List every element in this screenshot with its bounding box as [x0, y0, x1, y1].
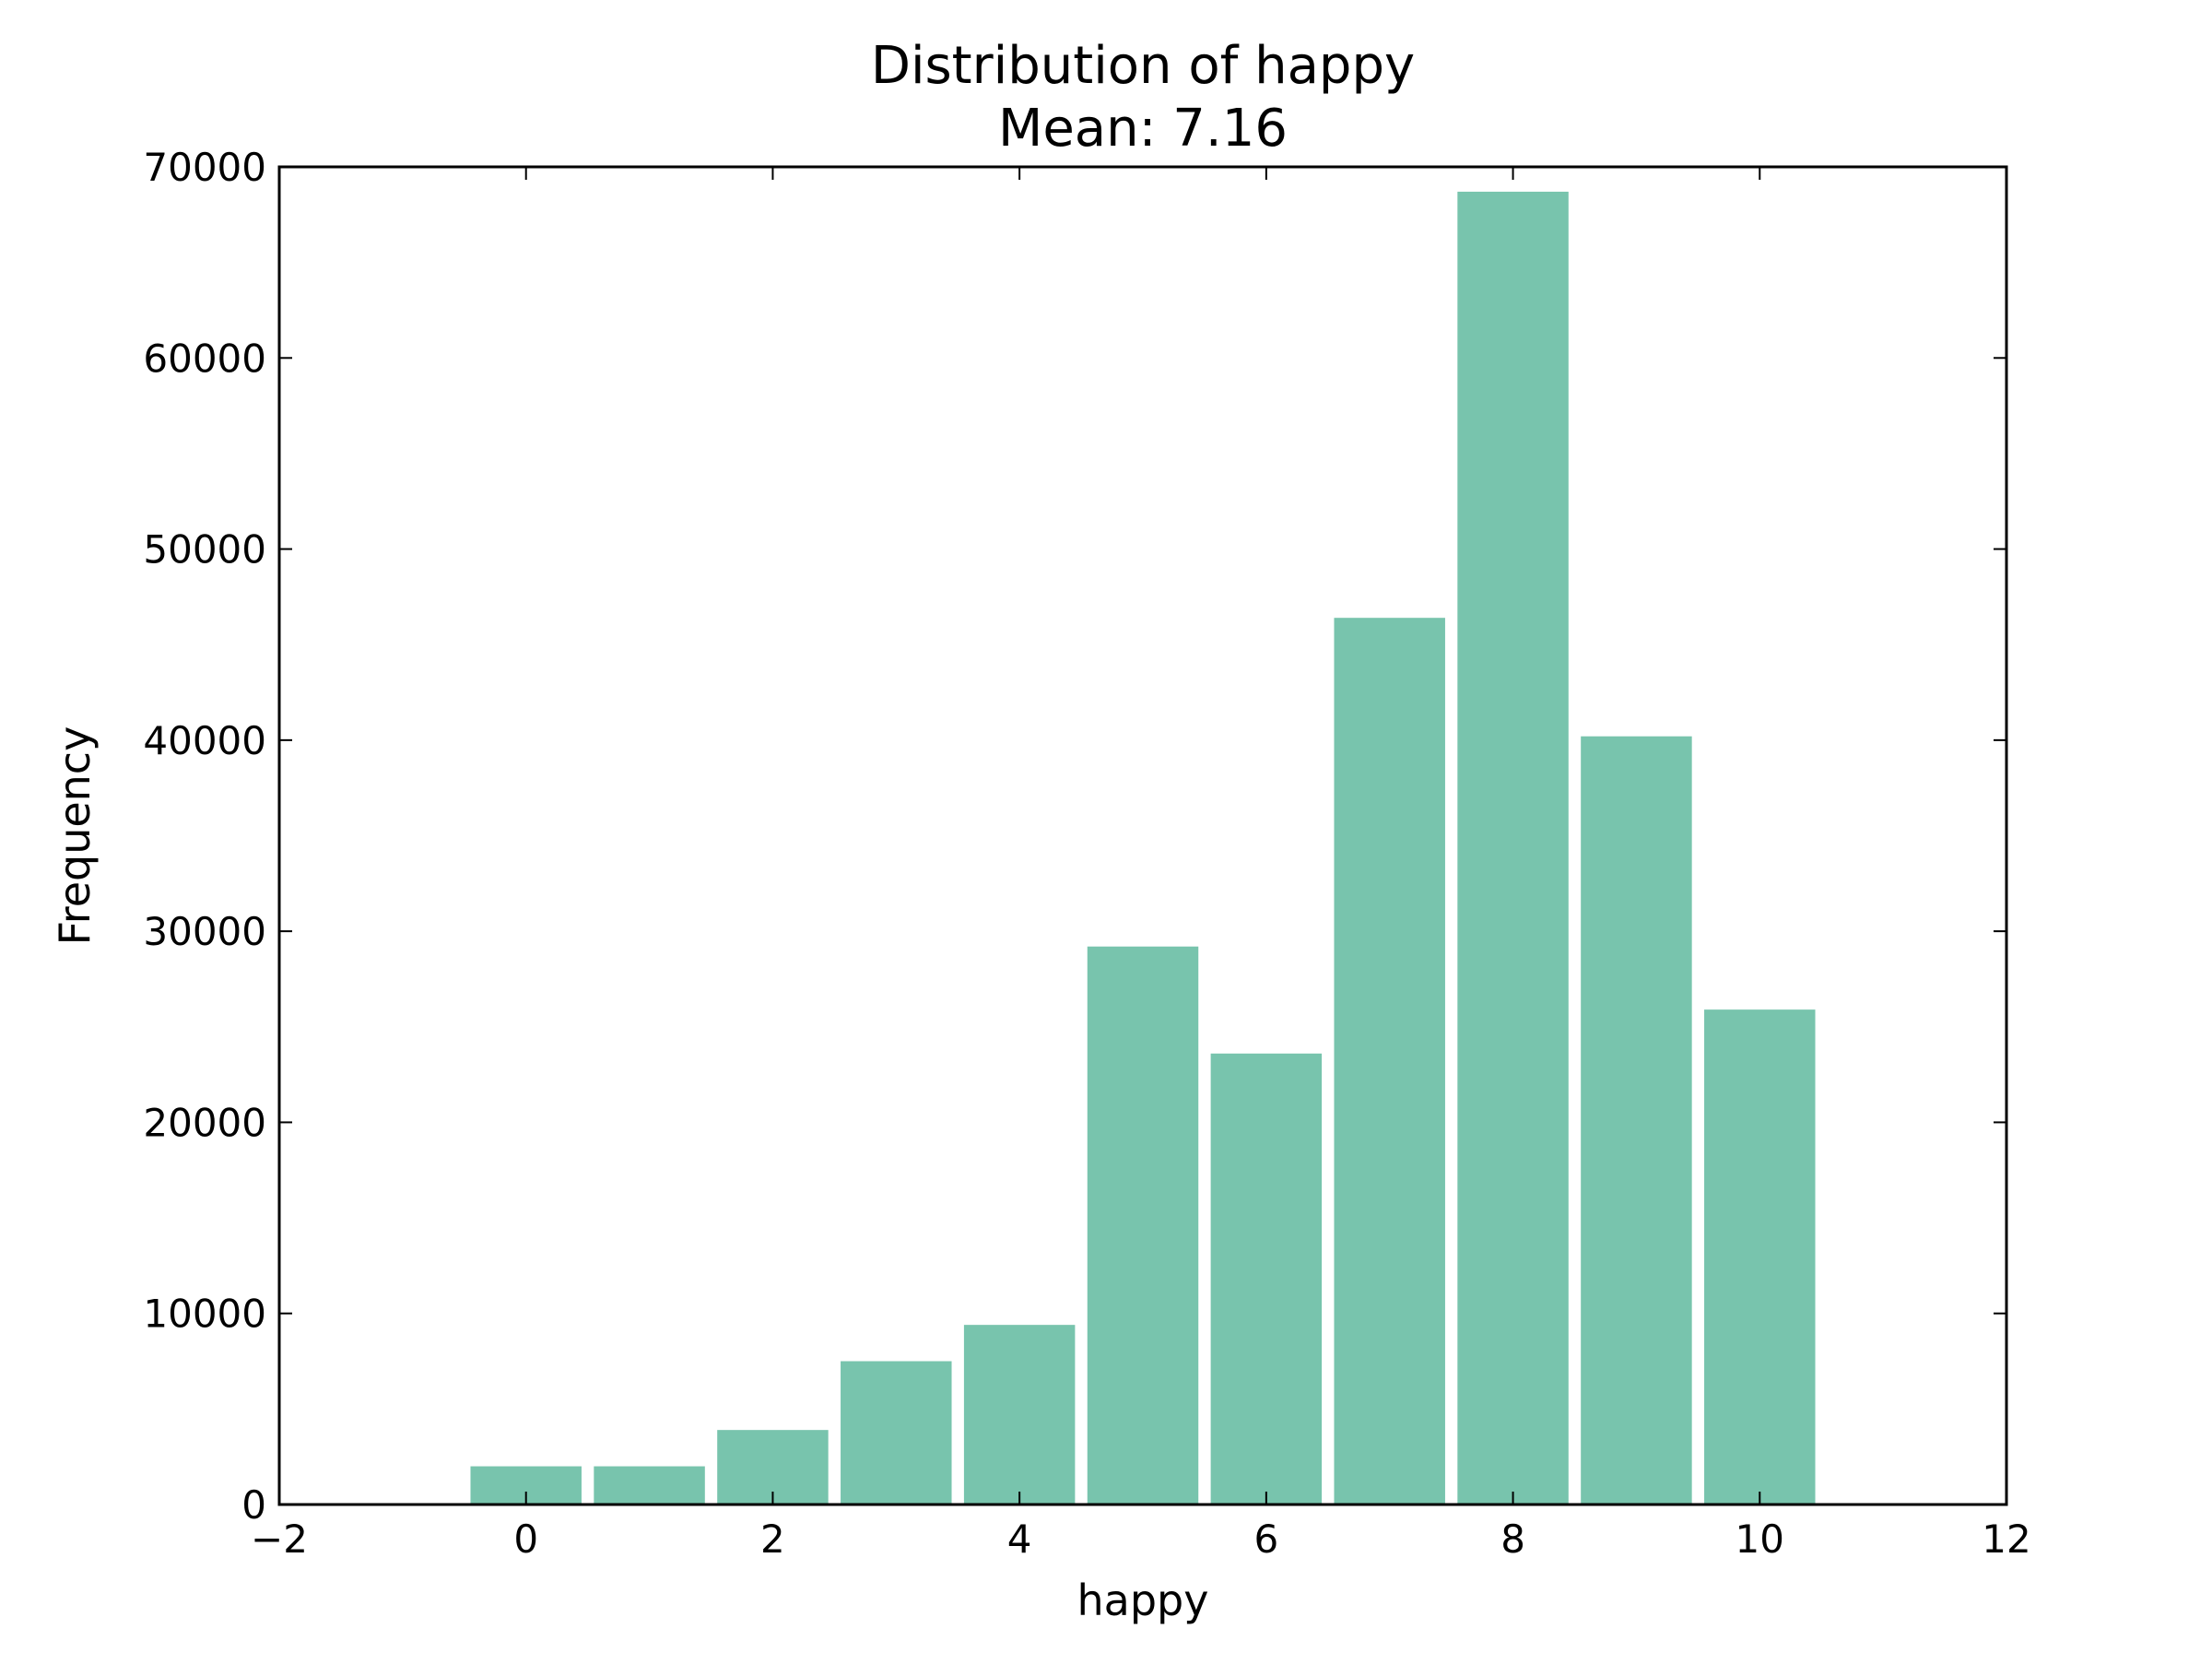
y-tick-label: 60000: [143, 336, 266, 381]
y-tick-label: 20000: [143, 1100, 266, 1145]
x-tick-label: 10: [1735, 1516, 1784, 1562]
y-tick-label: 70000: [143, 145, 266, 190]
x-tick-label: 6: [1253, 1516, 1278, 1562]
bar-3: [841, 1361, 952, 1505]
bar-7: [1334, 618, 1445, 1505]
y-tick-label: 10000: [143, 1292, 266, 1337]
bar-5: [1087, 946, 1199, 1505]
chart-subtitle: Mean: 7.16: [998, 99, 1288, 159]
bar-8: [1457, 191, 1569, 1505]
x-tick-label: 0: [513, 1516, 538, 1562]
x-tick-label: 8: [1500, 1516, 1525, 1562]
plot-frame: [277, 165, 2008, 1506]
bar-10: [1704, 1009, 1816, 1505]
bar-9: [1581, 736, 1692, 1505]
chart-title: Distribution of happy: [871, 36, 1415, 96]
y-axis-label: Frequency: [50, 726, 100, 946]
bar-1: [594, 1466, 705, 1505]
x-tick-label: 12: [1982, 1516, 2030, 1562]
x-axis-label: happy: [1077, 1575, 1209, 1625]
y-tick-label: 0: [241, 1482, 266, 1528]
bars-layer: [470, 191, 1816, 1505]
bar-6: [1210, 1053, 1323, 1505]
x-tick-label: 2: [760, 1516, 785, 1562]
x-tick-label: −2: [251, 1516, 308, 1562]
x-tick-label: 4: [1007, 1516, 1032, 1562]
ticks-layer: −2 0 2 4 6 8 10 1201000020000300004000050000600…: [143, 145, 2030, 1562]
y-tick-label: 40000: [143, 718, 266, 763]
y-tick-label: 50000: [143, 527, 266, 572]
bar-4: [963, 1325, 1076, 1505]
y-tick-label: 30000: [143, 909, 266, 954]
